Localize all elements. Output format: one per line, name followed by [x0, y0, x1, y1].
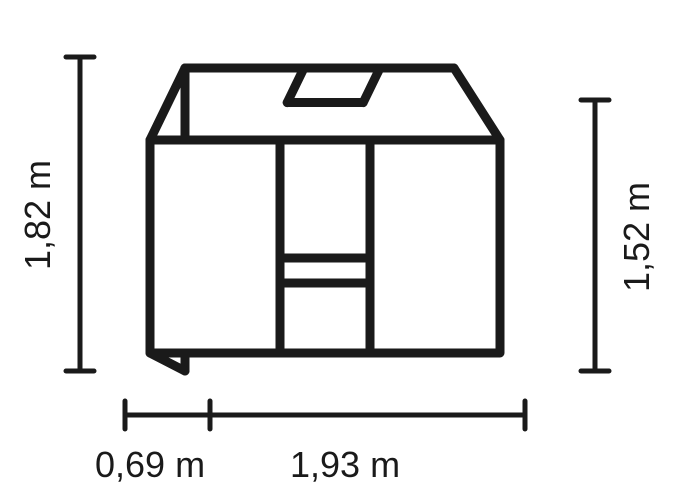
label-height-back: 1,82 m [17, 155, 59, 275]
diagram-svg [0, 0, 674, 500]
label-width: 1,93 m [290, 444, 400, 486]
dimension-diagram: 1,82 m 1,52 m 0,69 m 1,93 m [0, 0, 674, 500]
label-depth: 0,69 m [95, 444, 205, 486]
label-height-front: 1,52 m [616, 177, 658, 297]
